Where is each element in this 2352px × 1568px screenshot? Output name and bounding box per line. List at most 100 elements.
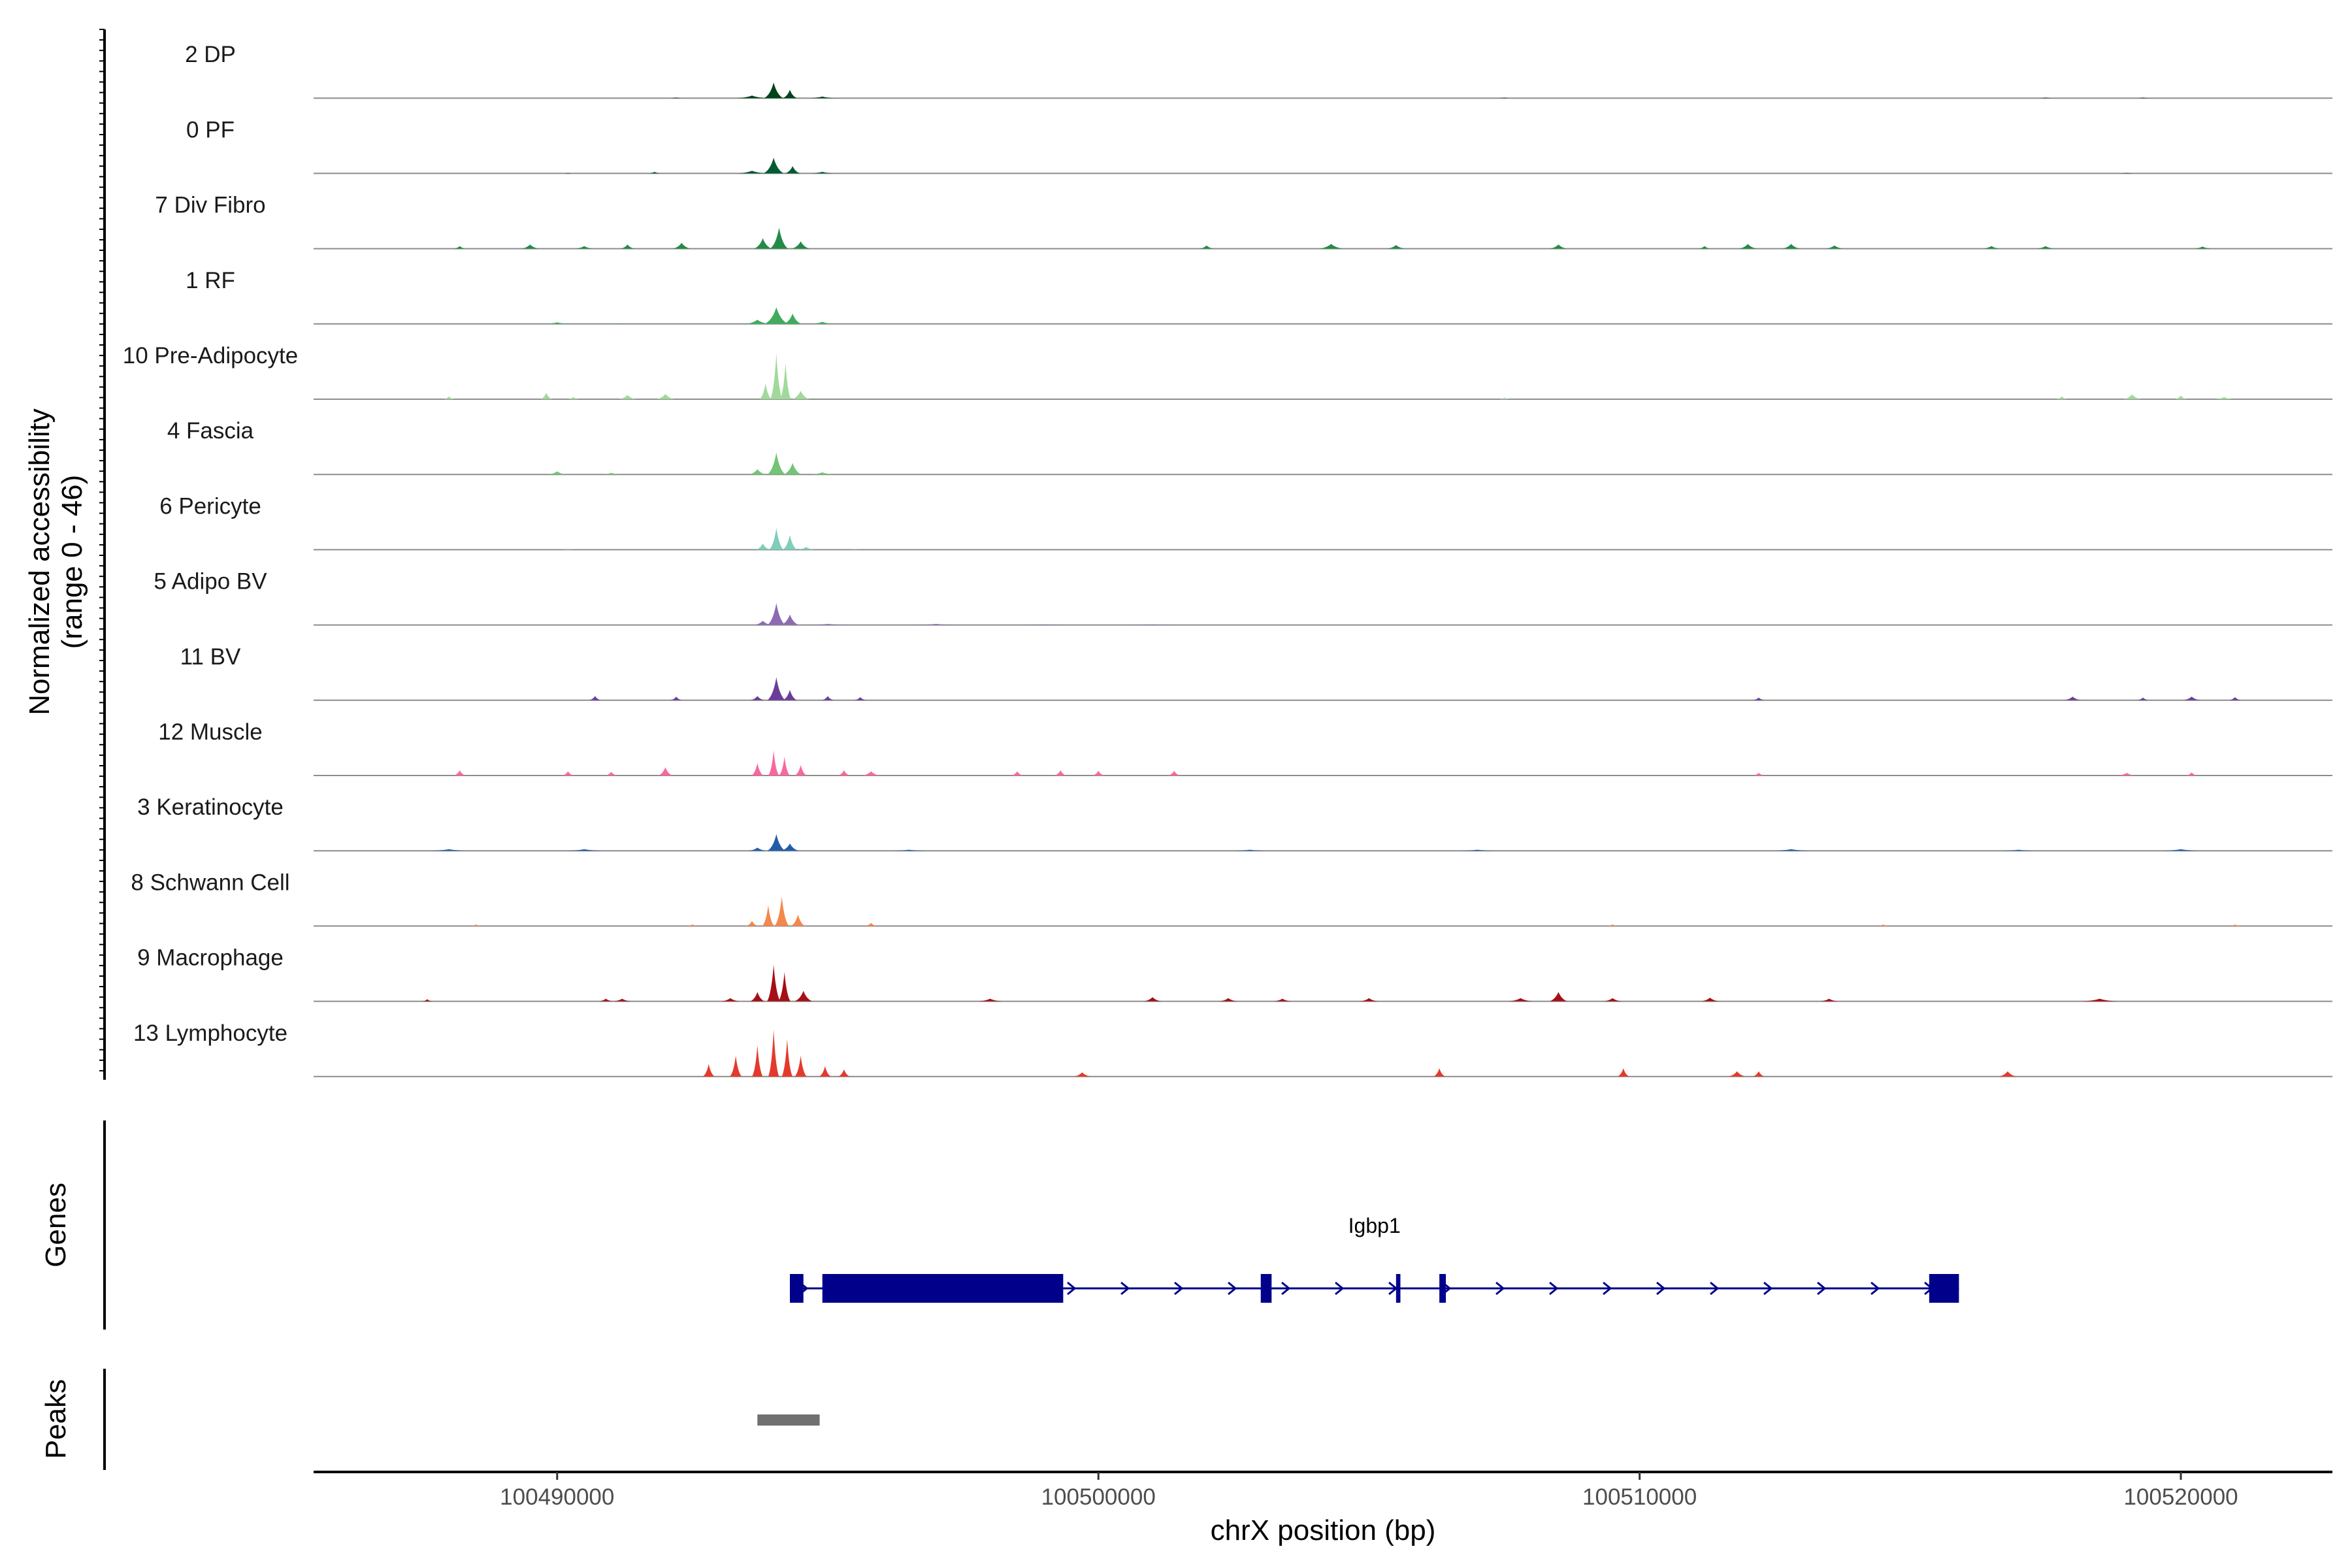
accessibility-peak — [2117, 773, 2136, 776]
accessibility-peak — [1607, 924, 1619, 926]
accessibility-peak — [721, 998, 740, 1002]
track-5: 10 Pre-Adipocyte — [123, 343, 2332, 400]
accessibility-peak — [2174, 395, 2187, 399]
strand-arrow — [1549, 1281, 1559, 1296]
accessibility-peak — [767, 452, 785, 475]
accessibility-peak — [767, 603, 785, 625]
x-axis-title: chrX position (bp) — [1211, 1514, 1436, 1546]
accessibility-peak — [562, 172, 574, 174]
accessibility-peak — [575, 246, 593, 249]
accessibility-peak — [783, 689, 797, 700]
accessibility-peak — [1549, 244, 1568, 249]
track-label: 2 DP — [185, 42, 236, 67]
accessibility-peak — [2185, 772, 2198, 776]
gene-exon — [1260, 1274, 1272, 1303]
track-label: 12 Muscle — [158, 719, 263, 745]
gene-exon — [1439, 1274, 1446, 1303]
accessibility-peak — [566, 849, 602, 851]
accessibility-peak — [470, 924, 482, 926]
track-label: 1 RF — [186, 268, 235, 293]
x-tick-label: 100520000 — [2123, 1484, 2238, 1510]
gene-exon — [1396, 1274, 1401, 1303]
accessibility-peak — [1199, 245, 1214, 249]
accessibility-peak — [1273, 998, 1292, 1002]
accessibility-peak — [1701, 998, 1719, 1002]
track-7: 6 Pericyte — [159, 493, 2332, 551]
accessibility-peak — [768, 750, 779, 776]
accessibility-peak — [762, 905, 774, 926]
accessibility-peak — [748, 469, 766, 475]
accessibility-peak — [797, 547, 815, 550]
accessibility-peak — [783, 535, 797, 550]
y-axis-title-line2: (range 0 - 46) — [56, 475, 88, 649]
accessibility-peak — [605, 772, 617, 776]
accessibility-peak — [602, 472, 621, 475]
accessibility-peak — [672, 242, 691, 249]
track-1: 2 DP — [185, 42, 2332, 99]
accessibility-peak — [648, 172, 661, 174]
accessibility-peak — [1232, 849, 1268, 851]
accessibility-peak — [620, 244, 635, 249]
x-axis: 100490000 100500000 100510000 100520000 — [314, 1471, 2332, 1510]
strand-arrow — [1817, 1281, 1827, 1296]
track-9: 11 BV — [180, 644, 2332, 701]
accessibility-peak — [1752, 773, 1765, 776]
accessibility-peak — [1877, 924, 1889, 926]
accessibility-peak — [781, 1039, 793, 1077]
accessibility-peak — [770, 353, 783, 399]
accessibility-peak — [1073, 1072, 1092, 1077]
accessibility-peak — [854, 697, 866, 700]
accessibility-peak — [431, 849, 467, 851]
strand-arrow — [1763, 1281, 1773, 1296]
accessibility-peak — [821, 696, 834, 700]
accessibility-peak — [794, 990, 813, 1002]
accessibility-peak — [1011, 771, 1024, 776]
accessibility-peak — [1499, 97, 1509, 99]
accessibility-peak — [791, 391, 810, 399]
track-label: 8 Schwann Cell — [131, 870, 289, 895]
accessibility-peak — [562, 771, 574, 776]
accessibility-peak — [745, 319, 770, 324]
track-label: 11 BV — [180, 644, 241, 670]
accessibility-peak — [618, 395, 637, 399]
accessibility-peak — [1617, 1068, 1629, 1077]
accessibility-peak — [804, 624, 852, 625]
x-tick-label: 100510000 — [1582, 1484, 1697, 1510]
accessibility-peak — [1698, 246, 1711, 249]
strand-arrow — [1603, 1281, 1612, 1296]
accessibility-peak — [810, 321, 834, 324]
accessibility-peak — [838, 770, 850, 776]
accessibility-peak — [781, 843, 799, 851]
accessibility-peak — [422, 999, 433, 1002]
strand-arrow — [1656, 1281, 1666, 1296]
track-label: 3 Keratinocyte — [137, 794, 284, 820]
accessibility-peak — [810, 472, 834, 475]
accessibility-peak — [548, 471, 566, 475]
accessibility-peak — [1459, 849, 1495, 851]
accessibility-peak — [1752, 1071, 1765, 1077]
accessibility-peak — [1387, 245, 1405, 249]
accessibility-peak — [2193, 246, 2212, 249]
accessibility-peak — [781, 614, 799, 625]
accessibility-peak — [2082, 998, 2118, 1002]
y-axis-title-line1: Normalized accessibility — [24, 408, 56, 715]
accessibility-peak — [686, 924, 699, 926]
accessibility-peak — [794, 1055, 807, 1077]
accessibility-peak — [658, 767, 673, 776]
accessibility-peak — [751, 762, 764, 776]
accessibility-peak — [764, 82, 783, 99]
accessibility-peak — [559, 549, 578, 550]
accessibility-peak — [759, 384, 772, 399]
genes-panel-label: Genes — [40, 1183, 72, 1267]
accessibility-peak — [2163, 849, 2199, 851]
strand-arrow — [1495, 1281, 1505, 1296]
accessibility-peak — [862, 771, 880, 776]
accessibility-peak — [845, 549, 864, 550]
accessibility-peak — [838, 1069, 850, 1077]
accessibility-peak — [770, 227, 789, 249]
accessibility-peak — [737, 171, 767, 174]
accessibility-peak — [2229, 697, 2241, 700]
accessibility-peak — [453, 770, 466, 776]
track-label: 6 Pericyte — [159, 493, 261, 519]
accessibility-peak — [753, 238, 772, 249]
